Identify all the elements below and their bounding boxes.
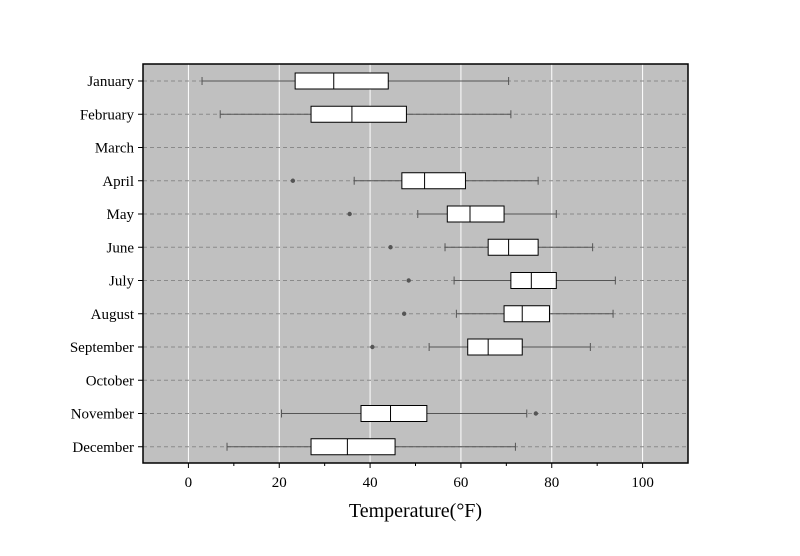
box-june [388, 238, 594, 256]
box-february [219, 105, 512, 123]
box-iqr [446, 205, 505, 223]
box-iqr [360, 405, 428, 422]
category-label: January [87, 74, 134, 90]
outlier-point [290, 178, 296, 183]
box-september [370, 338, 591, 356]
box-december [226, 438, 516, 456]
outlier-point [388, 245, 393, 250]
x-tick-label: 100 [631, 475, 654, 491]
grid-lines [143, 64, 688, 463]
outlier-point [401, 311, 407, 316]
x-tick-label: 0 [185, 475, 193, 491]
box-may [347, 205, 557, 223]
box-iqr [310, 105, 407, 123]
plot-area [143, 64, 688, 463]
category-label: December [72, 440, 134, 456]
box-iqr [510, 272, 557, 289]
box-april [290, 172, 539, 190]
box-iqr [401, 172, 466, 190]
axes: 0 20 40 60 80 100 January February March April May… [70, 74, 654, 491]
category-label: May [107, 207, 135, 223]
box-july [406, 272, 616, 289]
x-axis-title: Temperature(°F) [349, 500, 482, 522]
x-tick-label: 40 [363, 475, 378, 491]
category-label: February [80, 107, 135, 123]
x-tick-label: 20 [272, 475, 287, 491]
box-iqr [294, 72, 389, 90]
x-tick-label: 60 [453, 475, 468, 491]
box-august [401, 305, 614, 323]
outlier-point [406, 278, 411, 283]
box-november [281, 405, 539, 422]
box-iqr [503, 305, 550, 323]
outlier-point [347, 211, 352, 217]
boxes [201, 72, 616, 456]
category-label: March [95, 141, 135, 157]
box-iqr [310, 438, 396, 456]
box-iqr [487, 238, 539, 256]
category-label: September [70, 340, 134, 356]
box-iqr [467, 338, 523, 356]
outlier-point [370, 344, 375, 350]
category-label: November [71, 407, 134, 423]
outlier-point [533, 411, 539, 416]
category-label: October [86, 373, 134, 389]
category-label: June [107, 240, 135, 256]
category-label: April [102, 174, 134, 190]
category-label: July [109, 274, 135, 290]
box-january [201, 72, 510, 90]
category-label: August [91, 307, 135, 323]
x-tick-label: 80 [544, 475, 559, 491]
